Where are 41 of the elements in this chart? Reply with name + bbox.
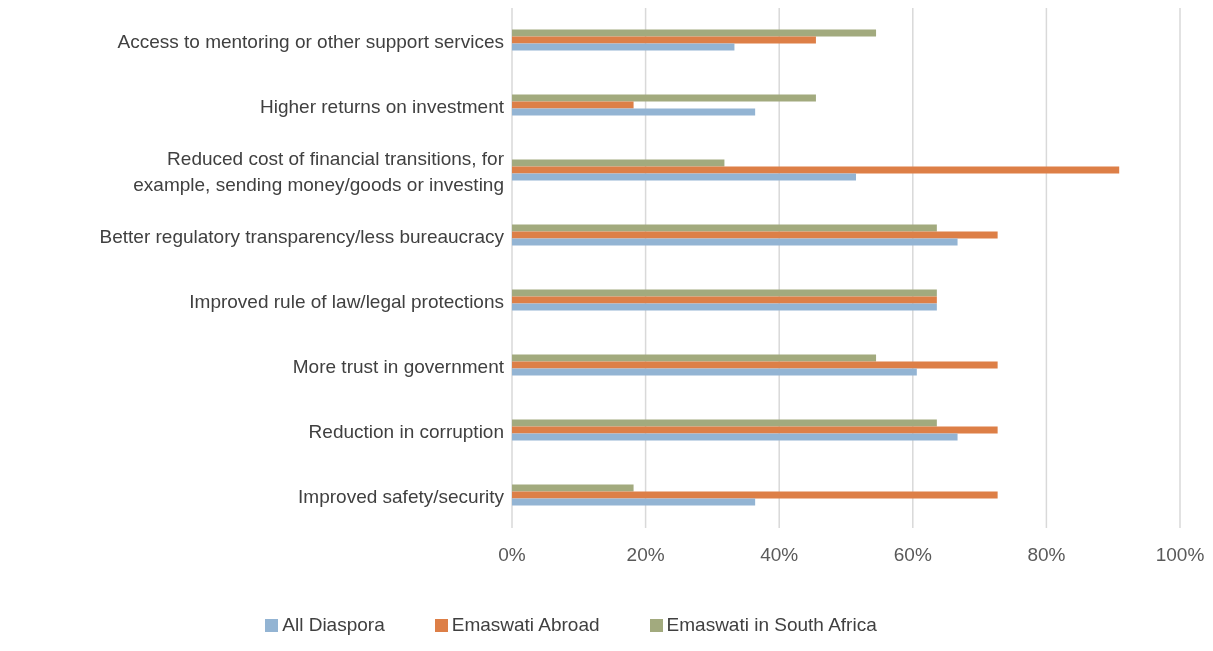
x-tick-label: 40% <box>760 544 799 566</box>
y-tick-label: Higher returns on investment <box>260 95 505 116</box>
legend-label: All Diaspora <box>282 614 385 635</box>
legend-label: Emaswati Abroad <box>451 614 600 635</box>
y-tick-label: Improved safety/security <box>298 485 505 506</box>
x-tick-label: 100% <box>1155 544 1205 566</box>
bar <box>512 101 634 109</box>
bar <box>512 419 937 427</box>
y-tick-label: More trust in government <box>292 355 505 376</box>
bar <box>512 426 998 434</box>
y-tick-label: Better regulatory transparency/less bureaucracy <box>99 225 505 246</box>
bar <box>512 173 857 181</box>
bar <box>512 231 998 239</box>
bar <box>512 484 634 492</box>
y-tick-label: Reduction in corruption <box>308 420 504 441</box>
bar <box>512 289 937 297</box>
bar <box>512 224 937 232</box>
bar <box>512 491 998 499</box>
bar <box>512 108 756 116</box>
y-tick-label: Reduced cost of financial transitions, for example, sending money/goods or investing <box>133 147 505 194</box>
x-tick-label: 20% <box>626 544 665 566</box>
bar <box>512 303 937 311</box>
bar <box>512 29 877 37</box>
bar <box>512 166 1120 174</box>
x-tick-label: 0% <box>498 544 526 566</box>
bar <box>512 43 735 51</box>
bar <box>512 433 958 441</box>
x-tick-label: 80% <box>1027 544 1066 566</box>
bar <box>512 368 917 376</box>
bar <box>512 94 816 102</box>
bar <box>512 296 937 304</box>
bar <box>512 36 816 44</box>
bar <box>512 354 877 362</box>
y-tick-label: Improved rule of law/legal protections <box>189 290 504 311</box>
y-tick-label: Access to mentoring or other support services <box>117 30 504 51</box>
legend-label: Emaswati in South Africa <box>666 614 877 635</box>
x-tick-label: 60% <box>893 544 932 566</box>
bar <box>512 238 958 246</box>
bar <box>512 361 998 369</box>
bar <box>512 498 756 506</box>
bar <box>512 159 725 167</box>
